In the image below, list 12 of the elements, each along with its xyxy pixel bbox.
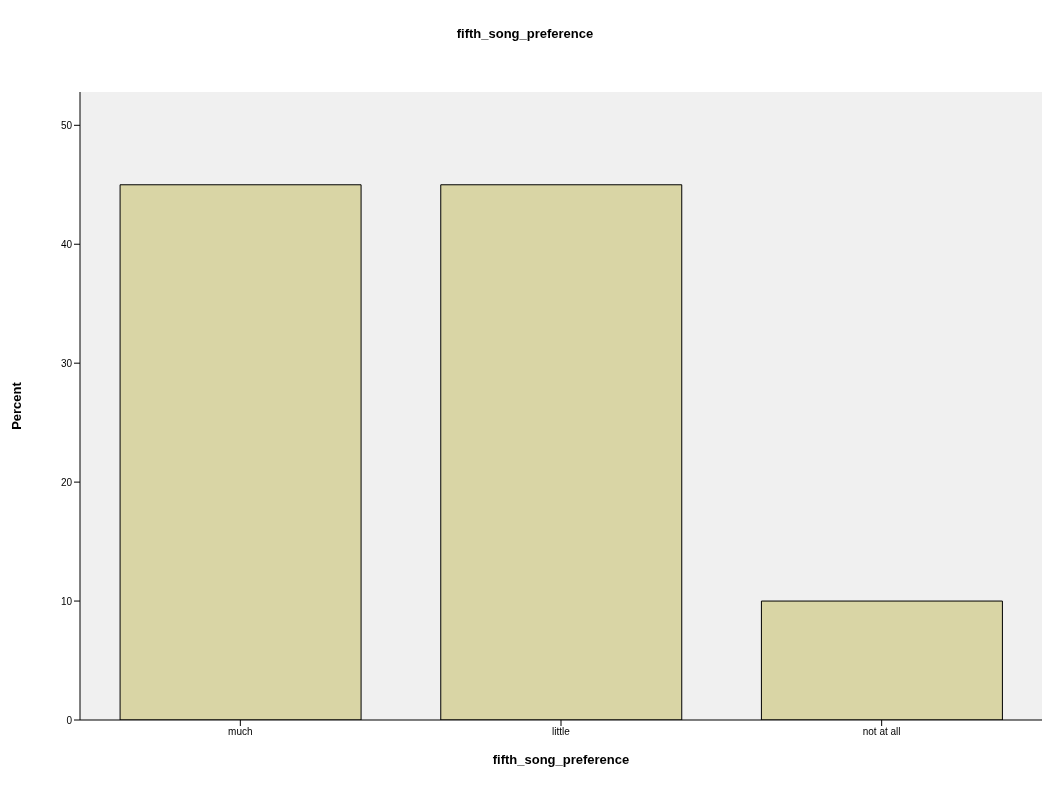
x-tick-label: little (552, 726, 571, 738)
chart-title: fifth_song_preference (455, 25, 595, 43)
y-tick-label: 40 (60, 238, 73, 250)
y-tick-label: 10 (60, 595, 73, 607)
x-tick-label: much (228, 726, 253, 738)
y-tick-label: 0 (66, 714, 73, 726)
y-tick-label: 50 (60, 119, 73, 131)
y-tick-label: 20 (60, 476, 73, 488)
y-tick-label: 30 (60, 357, 73, 369)
x-tick-label: not at all (862, 726, 901, 738)
x-axis-title: fifth_song_preference (492, 752, 630, 767)
y-axis-title: Percent (8, 381, 24, 430)
